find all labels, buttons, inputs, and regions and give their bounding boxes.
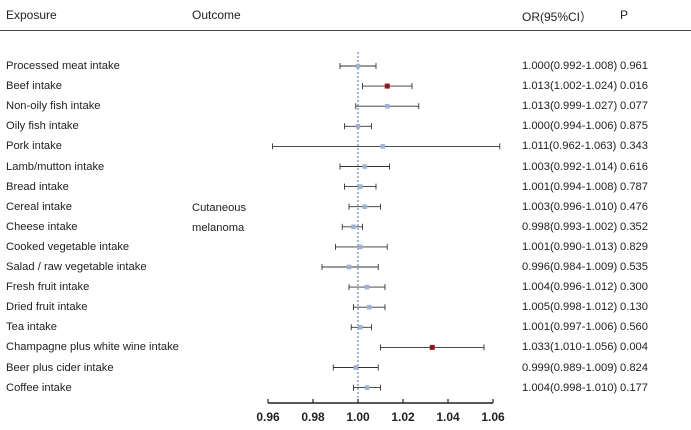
p-value: 0.875 (620, 120, 648, 133)
p-value: 0.824 (620, 361, 648, 374)
p-value: 0.300 (620, 281, 648, 294)
point-estimate (346, 264, 352, 270)
or-ci-value: 1.013(0.999-1.027) (522, 100, 618, 113)
exposure-label: Coffee intake (6, 381, 72, 394)
x-tick-label: 1.00 (346, 410, 370, 424)
x-tick-label: 1.02 (391, 410, 415, 424)
exposure-header: Exposure (6, 8, 57, 22)
point-estimate-significant (384, 83, 390, 89)
or-ci-value: 1.004(0.998-1.010) (522, 381, 618, 394)
exposure-label: Processed meat intake (6, 60, 120, 72)
exposure-label: Dried fruit intake (6, 301, 88, 314)
exposure-label: Fresh fruit intake (6, 281, 90, 294)
or-ci-value: 0.998(0.993-1.002) (522, 220, 618, 233)
outcome-header: Outcome (192, 8, 241, 22)
exposure-label: Beer plus cider intake (6, 361, 114, 374)
point-estimate (384, 103, 390, 109)
or-ci-value: 1.033(1.010-1.056) (522, 341, 618, 354)
point-estimate (366, 304, 372, 310)
point-estimate (355, 63, 361, 69)
exposure-label: Champagne plus white wine intake (6, 341, 179, 354)
point-estimate (357, 325, 363, 330)
point-estimate (353, 365, 359, 370)
or-ci-value: 1.000(0.994-1.006) (522, 120, 618, 133)
point-estimate (380, 144, 386, 149)
p-value: 0.177 (620, 381, 648, 394)
or-ci-value: 1.013(1.002-1.024) (522, 80, 618, 93)
point-estimate (362, 204, 368, 209)
exposure-label: Non-oily fish intake (6, 100, 101, 113)
p-value: 0.077 (620, 100, 648, 113)
exposure-label: Pork intake (6, 140, 62, 153)
or-ci-value: 1.001(0.990-1.013) (522, 240, 618, 253)
point-estimate (357, 184, 363, 189)
p-value: 0.130 (620, 301, 648, 314)
p-value: 0.829 (620, 240, 648, 253)
or-ci-value: 1.001(0.994-1.008) (522, 180, 618, 193)
point-estimate-significant (429, 344, 435, 350)
p-value: 0.787 (620, 180, 648, 193)
exposure-label: Beef intake (6, 80, 62, 93)
point-estimate (357, 244, 363, 250)
p-value: 0.343 (620, 140, 648, 153)
p-value: 0.004 (620, 341, 648, 354)
p-value: 0.352 (620, 220, 648, 233)
p-header: P (620, 8, 629, 22)
or-ci-value: 1.005(0.998-1.012) (522, 301, 618, 314)
point-estimate (355, 124, 361, 129)
or-ci-value: 1.004(0.996-1.012) (522, 281, 618, 294)
exposure-label: Oily fish intake (6, 120, 79, 133)
p-value: 0.961 (620, 60, 648, 72)
or-ci-value: 0.996(0.984-1.009) (522, 261, 618, 273)
p-value: 0.560 (620, 321, 648, 334)
x-axis-ticks: 0.96 0.98 1.00 1.02 1.04 1.06 (256, 399, 505, 424)
or-ci-value: 0.999(0.989-1.009) (522, 361, 618, 374)
exposure-label: Bread intake (6, 180, 69, 193)
or-ci-value: 1.001(0.997-1.006) (522, 321, 618, 334)
x-tick-label: 0.98 (301, 410, 325, 424)
point-estimate (364, 284, 370, 290)
or-header: OR(95%CI） (522, 10, 593, 24)
forest-marks (272, 63, 501, 391)
exposure-label: Cooked vegetable intake (6, 240, 130, 253)
x-tick-label: 1.04 (436, 410, 460, 424)
x-tick-label: 1.06 (481, 410, 505, 424)
p-value: 0.616 (620, 160, 648, 173)
p-value: 0.476 (620, 200, 648, 213)
x-tick-label: 0.96 (256, 410, 280, 424)
exposure-label: Cereal intake (6, 200, 72, 213)
outcome-label-line2: melanoma (192, 222, 245, 234)
p-value: 0.535 (620, 261, 648, 273)
point-estimate (351, 224, 356, 230)
exposure-label: Cheese intake (6, 220, 78, 233)
exposure-label: Tea intake (6, 321, 57, 334)
header-rule (0, 30, 691, 31)
point-estimate (364, 385, 370, 390)
exposure-label: Lamb/mutton intake (6, 160, 105, 173)
or-ci-value: 1.003(0.992-1.014) (522, 160, 618, 173)
exposure-label: Salad / raw vegetable intake (6, 261, 147, 273)
or-ci-value: 1.003(0.996-1.010) (522, 200, 618, 213)
or-ci-value: 1.000(0.992-1.008) (522, 60, 618, 72)
p-value: 0.016 (620, 80, 648, 93)
point-estimate (362, 164, 368, 169)
outcome-label-line1: Cutaneous (192, 202, 247, 214)
or-ci-value: 1.011(0.962-1.063) (522, 140, 617, 153)
